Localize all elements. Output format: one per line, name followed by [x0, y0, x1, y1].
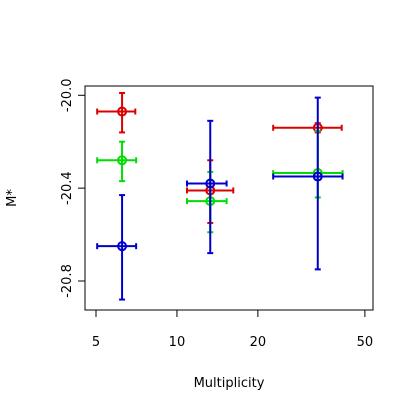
y-tick-label: -20.4 — [60, 171, 75, 205]
point — [117, 106, 128, 117]
x-tick-label: 20 — [250, 335, 267, 350]
y-axis-label: M* — [5, 189, 20, 207]
point — [117, 241, 128, 252]
point — [205, 178, 216, 189]
x-tick-label: 50 — [357, 335, 374, 350]
y-tick-label: -20.8 — [60, 264, 75, 298]
point — [312, 171, 323, 182]
point — [117, 155, 128, 166]
x-tick-label: 5 — [92, 335, 100, 350]
x-axis-label: Multiplicity — [194, 376, 265, 391]
x-tick-label: 10 — [169, 335, 186, 350]
plot-frame — [84, 85, 374, 311]
y-tick-label: -20.0 — [60, 78, 75, 112]
